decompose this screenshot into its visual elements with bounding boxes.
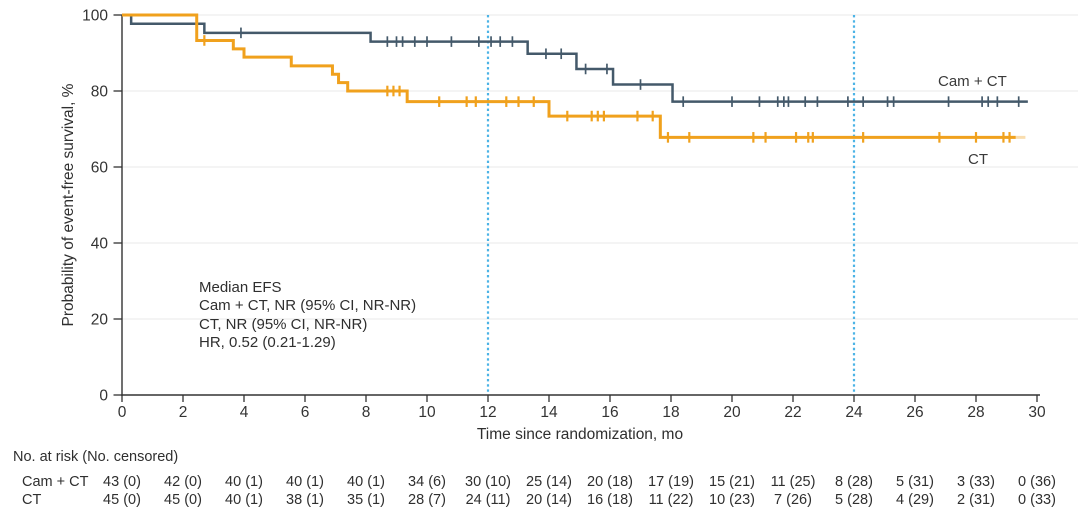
x-tick-label: 18	[662, 404, 679, 421]
risk-value: 24 (11)	[466, 492, 511, 508]
annotation-line-median: Median EFS	[199, 279, 282, 296]
risk-value: 40 (1)	[225, 492, 263, 508]
risk-value: 3 (33)	[957, 474, 995, 490]
risk-value: 20 (18)	[587, 474, 633, 490]
x-tick-label: 2	[179, 404, 188, 421]
x-tick-label: 24	[845, 404, 863, 421]
risk-value: 16 (18)	[587, 492, 633, 508]
annotation: Median EFS Cam + CT, NR (95% CI, NR-NR) …	[199, 279, 416, 351]
x-tick-label: 12	[479, 404, 496, 421]
y-tick-label: 100	[82, 8, 108, 25]
y-tick-label: 40	[91, 236, 109, 253]
risk-values: 43 (0) 42 (0) 40 (1) 40 (1) 40 (1) 34 (6) 30 (…	[103, 474, 1056, 508]
x-tick-label: 8	[362, 404, 371, 421]
risk-value: 43 (0)	[103, 474, 141, 490]
risk-value: 4 (29)	[896, 492, 934, 508]
risk-value: 38 (1)	[286, 492, 324, 508]
risk-value: 20 (14)	[526, 492, 572, 508]
risk-table: No. at risk (No. censored) Cam + CT CT 4…	[13, 449, 1056, 508]
y-tick-label: 20	[91, 312, 109, 329]
risk-value: 40 (1)	[347, 474, 385, 490]
risk-value: 11 (22)	[649, 492, 694, 508]
annotation-line-ct: CT, NR (95% CI, NR-NR)	[199, 316, 367, 333]
x-tick-label: 6	[301, 404, 310, 421]
x-tick-label: 4	[240, 404, 249, 421]
x-tick-label: 14	[540, 404, 558, 421]
risk-row-label-ct: CT	[22, 492, 41, 508]
y-axis-title: Probability of event-free survival, %	[60, 83, 77, 326]
risk-table-title: No. at risk (No. censored)	[13, 449, 178, 465]
risk-value: 40 (1)	[225, 474, 263, 490]
curve-label-cam-ct: Cam + CT	[938, 73, 1007, 90]
risk-value: 11 (25)	[771, 474, 816, 490]
annotation-line-hr: HR, 0.52 (0.21-1.29)	[199, 334, 336, 351]
risk-value: 2 (31)	[957, 492, 995, 508]
x-tick-label: 30	[1028, 404, 1046, 421]
risk-value: 45 (0)	[103, 492, 141, 508]
risk-value: 15 (21)	[709, 474, 755, 490]
risk-value: 34 (6)	[408, 474, 446, 490]
risk-value: 42 (0)	[164, 474, 202, 490]
x-tick-label: 20	[723, 404, 741, 421]
y-tick-label: 0	[99, 388, 108, 405]
reference-lines-layer	[486, 15, 856, 395]
risk-value: 5 (31)	[896, 474, 934, 490]
km-curve-cam-ct	[122, 13, 1028, 103]
risk-value: 35 (1)	[347, 492, 385, 508]
km-curve-ct	[122, 13, 1016, 139]
risk-value: 28 (7)	[408, 492, 446, 508]
x-tick-label: 10	[418, 404, 436, 421]
x-axis-title: Time since randomization, mo	[477, 426, 683, 443]
risk-value: 30 (10)	[465, 474, 511, 490]
x-tick-label: 28	[967, 404, 984, 421]
risk-value: 0 (36)	[1018, 474, 1056, 490]
risk-value: 0 (33)	[1018, 492, 1056, 508]
y-tick-label: 60	[91, 160, 109, 177]
x-tick-label: 0	[118, 404, 127, 421]
curve-label-ct: CT	[968, 151, 988, 168]
risk-value: 5 (28)	[835, 492, 873, 508]
x-tick-label: 16	[601, 404, 618, 421]
grid-layer	[122, 14, 1078, 320]
risk-value: 10 (23)	[709, 492, 755, 508]
x-tick-label: 22	[784, 404, 801, 421]
risk-value: 40 (1)	[286, 474, 324, 490]
risk-value: 7 (26)	[774, 492, 812, 508]
curves-layer	[122, 13, 1028, 143]
y-tick-label: 80	[91, 84, 109, 101]
risk-value: 45 (0)	[164, 492, 202, 508]
risk-value: 8 (28)	[835, 474, 873, 490]
annotation-line-camct: Cam + CT, NR (95% CI, NR-NR)	[199, 297, 416, 314]
x-tick-label: 26	[906, 404, 923, 421]
risk-value: 17 (19)	[648, 474, 694, 490]
risk-value: 25 (14)	[526, 474, 572, 490]
risk-row-label-cam-ct: Cam + CT	[22, 474, 89, 490]
